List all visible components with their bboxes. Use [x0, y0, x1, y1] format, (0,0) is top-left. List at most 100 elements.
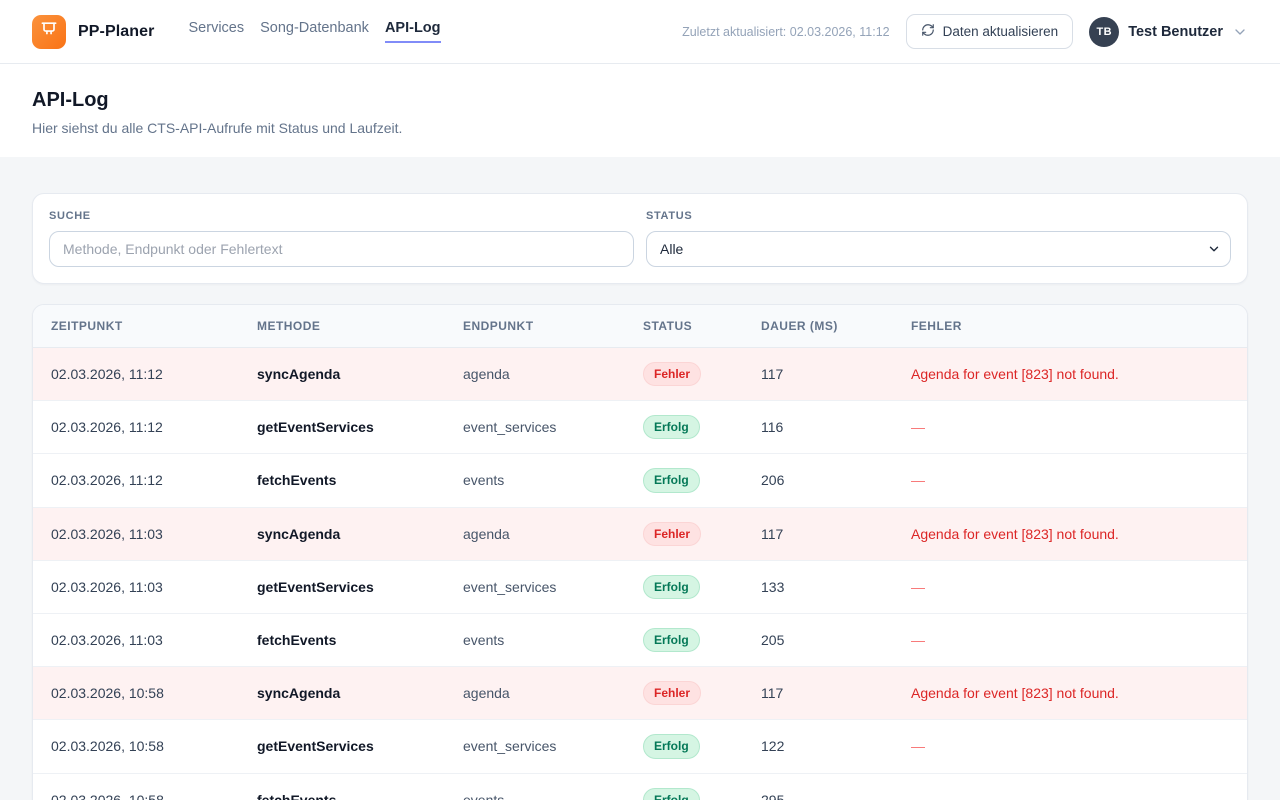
- header-left: PP-Planer Services Song-Datenbank API-Lo…: [32, 14, 441, 49]
- cell-zeitpunkt: 02.03.2026, 11:03: [33, 559, 241, 614]
- cell-zeitpunkt: 02.03.2026, 10:58: [33, 666, 241, 720]
- table-row: 02.03.2026, 10:58 syncAgenda agenda Fehl…: [33, 666, 1247, 720]
- table-row: 02.03.2026, 11:03 syncAgenda agenda Fehl…: [33, 506, 1247, 561]
- col-dauer: DAUER (MS): [745, 305, 895, 348]
- cell-fehler: —: [895, 719, 1247, 773]
- cell-fehler: Agenda for event [823] not found.: [895, 506, 1247, 561]
- app-logo: [32, 14, 66, 49]
- cell-dauer: 117: [761, 366, 784, 383]
- cell-methode: syncAgenda: [241, 506, 447, 561]
- status-badge: Erfolg: [643, 468, 700, 493]
- cell-endpunkt: event_services: [447, 719, 627, 773]
- status-badge: Erfolg: [643, 787, 700, 800]
- cell-endpunkt: agenda: [447, 666, 627, 720]
- cell-dauer: 116: [745, 400, 895, 454]
- cell-status: Fehler: [627, 666, 745, 720]
- cell-endpunkt: events: [447, 453, 627, 508]
- cell-endpunkt: event_services: [447, 559, 627, 614]
- brand-name: PP-Planer: [78, 22, 155, 40]
- status-badge: Fehler: [643, 362, 702, 387]
- nav-item-song-datenbank[interactable]: Song-Datenbank: [260, 20, 369, 36]
- cell-endpunkt: events: [447, 612, 627, 667]
- status-select-wrap: Alle: [646, 231, 1231, 267]
- cell-zeitpunkt: 02.03.2026, 11:12: [33, 453, 241, 508]
- table-row: 02.03.2026, 10:58 fetchEvents events Erf…: [33, 772, 1247, 800]
- col-endpunkt: ENDPUNKT: [447, 305, 627, 348]
- cell-zeitpunkt: 02.03.2026, 11:12: [51, 366, 163, 383]
- status-field: STATUS Alle: [646, 210, 1231, 267]
- cell-dauer: 205: [745, 612, 895, 667]
- cell-methode: getEventServices: [241, 719, 447, 773]
- cell-methode: fetchEvents: [241, 772, 447, 800]
- cell-dauer: 295: [745, 772, 895, 800]
- cell-zeitpunkt: 02.03.2026, 11:03: [33, 506, 241, 561]
- status-badge: Erfolg: [643, 627, 700, 653]
- refresh-button-label: Daten aktualisieren: [942, 24, 1059, 39]
- col-zeitpunkt: ZEITPUNKT: [33, 305, 241, 348]
- cell-status: Erfolg: [627, 400, 745, 454]
- cell-dauer: 117: [745, 666, 895, 720]
- table-row: 02.03.2026, 11:03 getEventServices event…: [33, 559, 1247, 614]
- cell-zeitpunkt: 02.03.2026, 10:58: [33, 772, 241, 800]
- cell-status: Erfolg: [627, 453, 745, 508]
- col-fehler: FEHLER: [895, 305, 1247, 348]
- status-badge: Fehler: [643, 681, 702, 706]
- cell-endpunkt: events: [447, 772, 627, 800]
- table-row: 02.03.2026, 11:12 getEventServices event…: [33, 400, 1247, 454]
- search-input[interactable]: [49, 231, 634, 267]
- cell-methode: fetchEvents: [241, 612, 447, 667]
- cell-status: Erfolg: [627, 772, 745, 800]
- search-field: SUCHE: [49, 210, 634, 267]
- cell-endpunkt: agenda: [463, 366, 510, 383]
- table-header-row: ZEITPUNKT METHODE ENDPUNKT STATUS DAUER …: [33, 305, 1247, 348]
- cell-status: Fehler: [627, 506, 745, 561]
- cell-fehler: —: [895, 559, 1247, 614]
- cell-endpunkt: event_services: [447, 400, 627, 454]
- status-badge: Erfolg: [643, 574, 700, 599]
- cell-endpunkt: agenda: [447, 506, 627, 561]
- user-name: Test Benutzer: [1128, 23, 1223, 40]
- col-methode: METHODE: [241, 305, 447, 348]
- cell-methode: syncAgenda: [241, 666, 447, 720]
- status-badge: Erfolg: [643, 415, 700, 440]
- col-status: STATUS: [627, 305, 745, 348]
- search-label: SUCHE: [49, 210, 91, 222]
- cell-methode: fetchEvents: [241, 453, 447, 508]
- app-header: PP-Planer Services Song-Datenbank API-Lo…: [0, 0, 1280, 64]
- status-select[interactable]: Alle: [646, 231, 1231, 267]
- avatar: TB: [1089, 16, 1120, 47]
- cell-fehler: —: [895, 400, 1247, 454]
- cell-dauer: 133: [745, 559, 895, 614]
- table-row: 02.03.2026, 10:58 getEventServices event…: [33, 719, 1247, 773]
- table-row: 02.03.2026, 11:12 fetchEvents events Erf…: [33, 453, 1247, 508]
- api-log-table: ZEITPUNKT METHODE ENDPUNKT STATUS DAUER …: [33, 305, 1247, 800]
- table-row: 02.03.2026, 11:12 syncAgenda agenda Fehl…: [33, 347, 1247, 401]
- status-label: STATUS: [646, 210, 693, 222]
- page-subtitle: Hier siehst du alle CTS-API-Aufrufe mit …: [32, 120, 403, 136]
- cell-dauer: 206: [745, 453, 895, 508]
- nav-item-services[interactable]: Services: [188, 20, 245, 36]
- cell-fehler: —: [895, 612, 1247, 667]
- nav-item-api-log[interactable]: API-Log: [384, 20, 441, 43]
- cell-status: Erfolg: [627, 559, 745, 614]
- cell-dauer: 122: [745, 719, 895, 773]
- last-updated-text: Zuletzt aktualisiert: 02.03.2026, 11:12: [682, 24, 890, 39]
- cell-status: Fehler: [627, 348, 745, 401]
- cell-methode: getEventServices: [241, 400, 447, 454]
- cell-zeitpunkt: 02.03.2026, 10:58: [33, 719, 241, 773]
- api-log-table-card: ZEITPUNKT METHODE ENDPUNKT STATUS DAUER …: [32, 304, 1248, 800]
- main-nav: Services Song-Datenbank API-Log: [189, 20, 441, 43]
- cell-zeitpunkt: 02.03.2026, 11:03: [33, 612, 241, 667]
- cell-fehler: Agenda for event [823] not found.: [911, 366, 1119, 383]
- refresh-icon: [921, 23, 935, 40]
- user-menu[interactable]: TB Test Benutzer: [1089, 16, 1248, 47]
- cell-status: Erfolg: [627, 612, 745, 667]
- cell-dauer: 117: [745, 506, 895, 561]
- cell-fehler: Agenda for event [823] not found.: [895, 666, 1247, 720]
- cell-fehler: —: [895, 772, 1247, 800]
- table-row: 02.03.2026, 11:03 fetchEvents events Erf…: [33, 612, 1247, 667]
- chevron-down-icon: [1232, 24, 1248, 40]
- main-content: SUCHE STATUS Alle: [0, 157, 1280, 800]
- page-head: API-Log Hier siehst du alle CTS-API-Aufr…: [0, 64, 1280, 157]
- refresh-button[interactable]: Daten aktualisieren: [905, 14, 1074, 49]
